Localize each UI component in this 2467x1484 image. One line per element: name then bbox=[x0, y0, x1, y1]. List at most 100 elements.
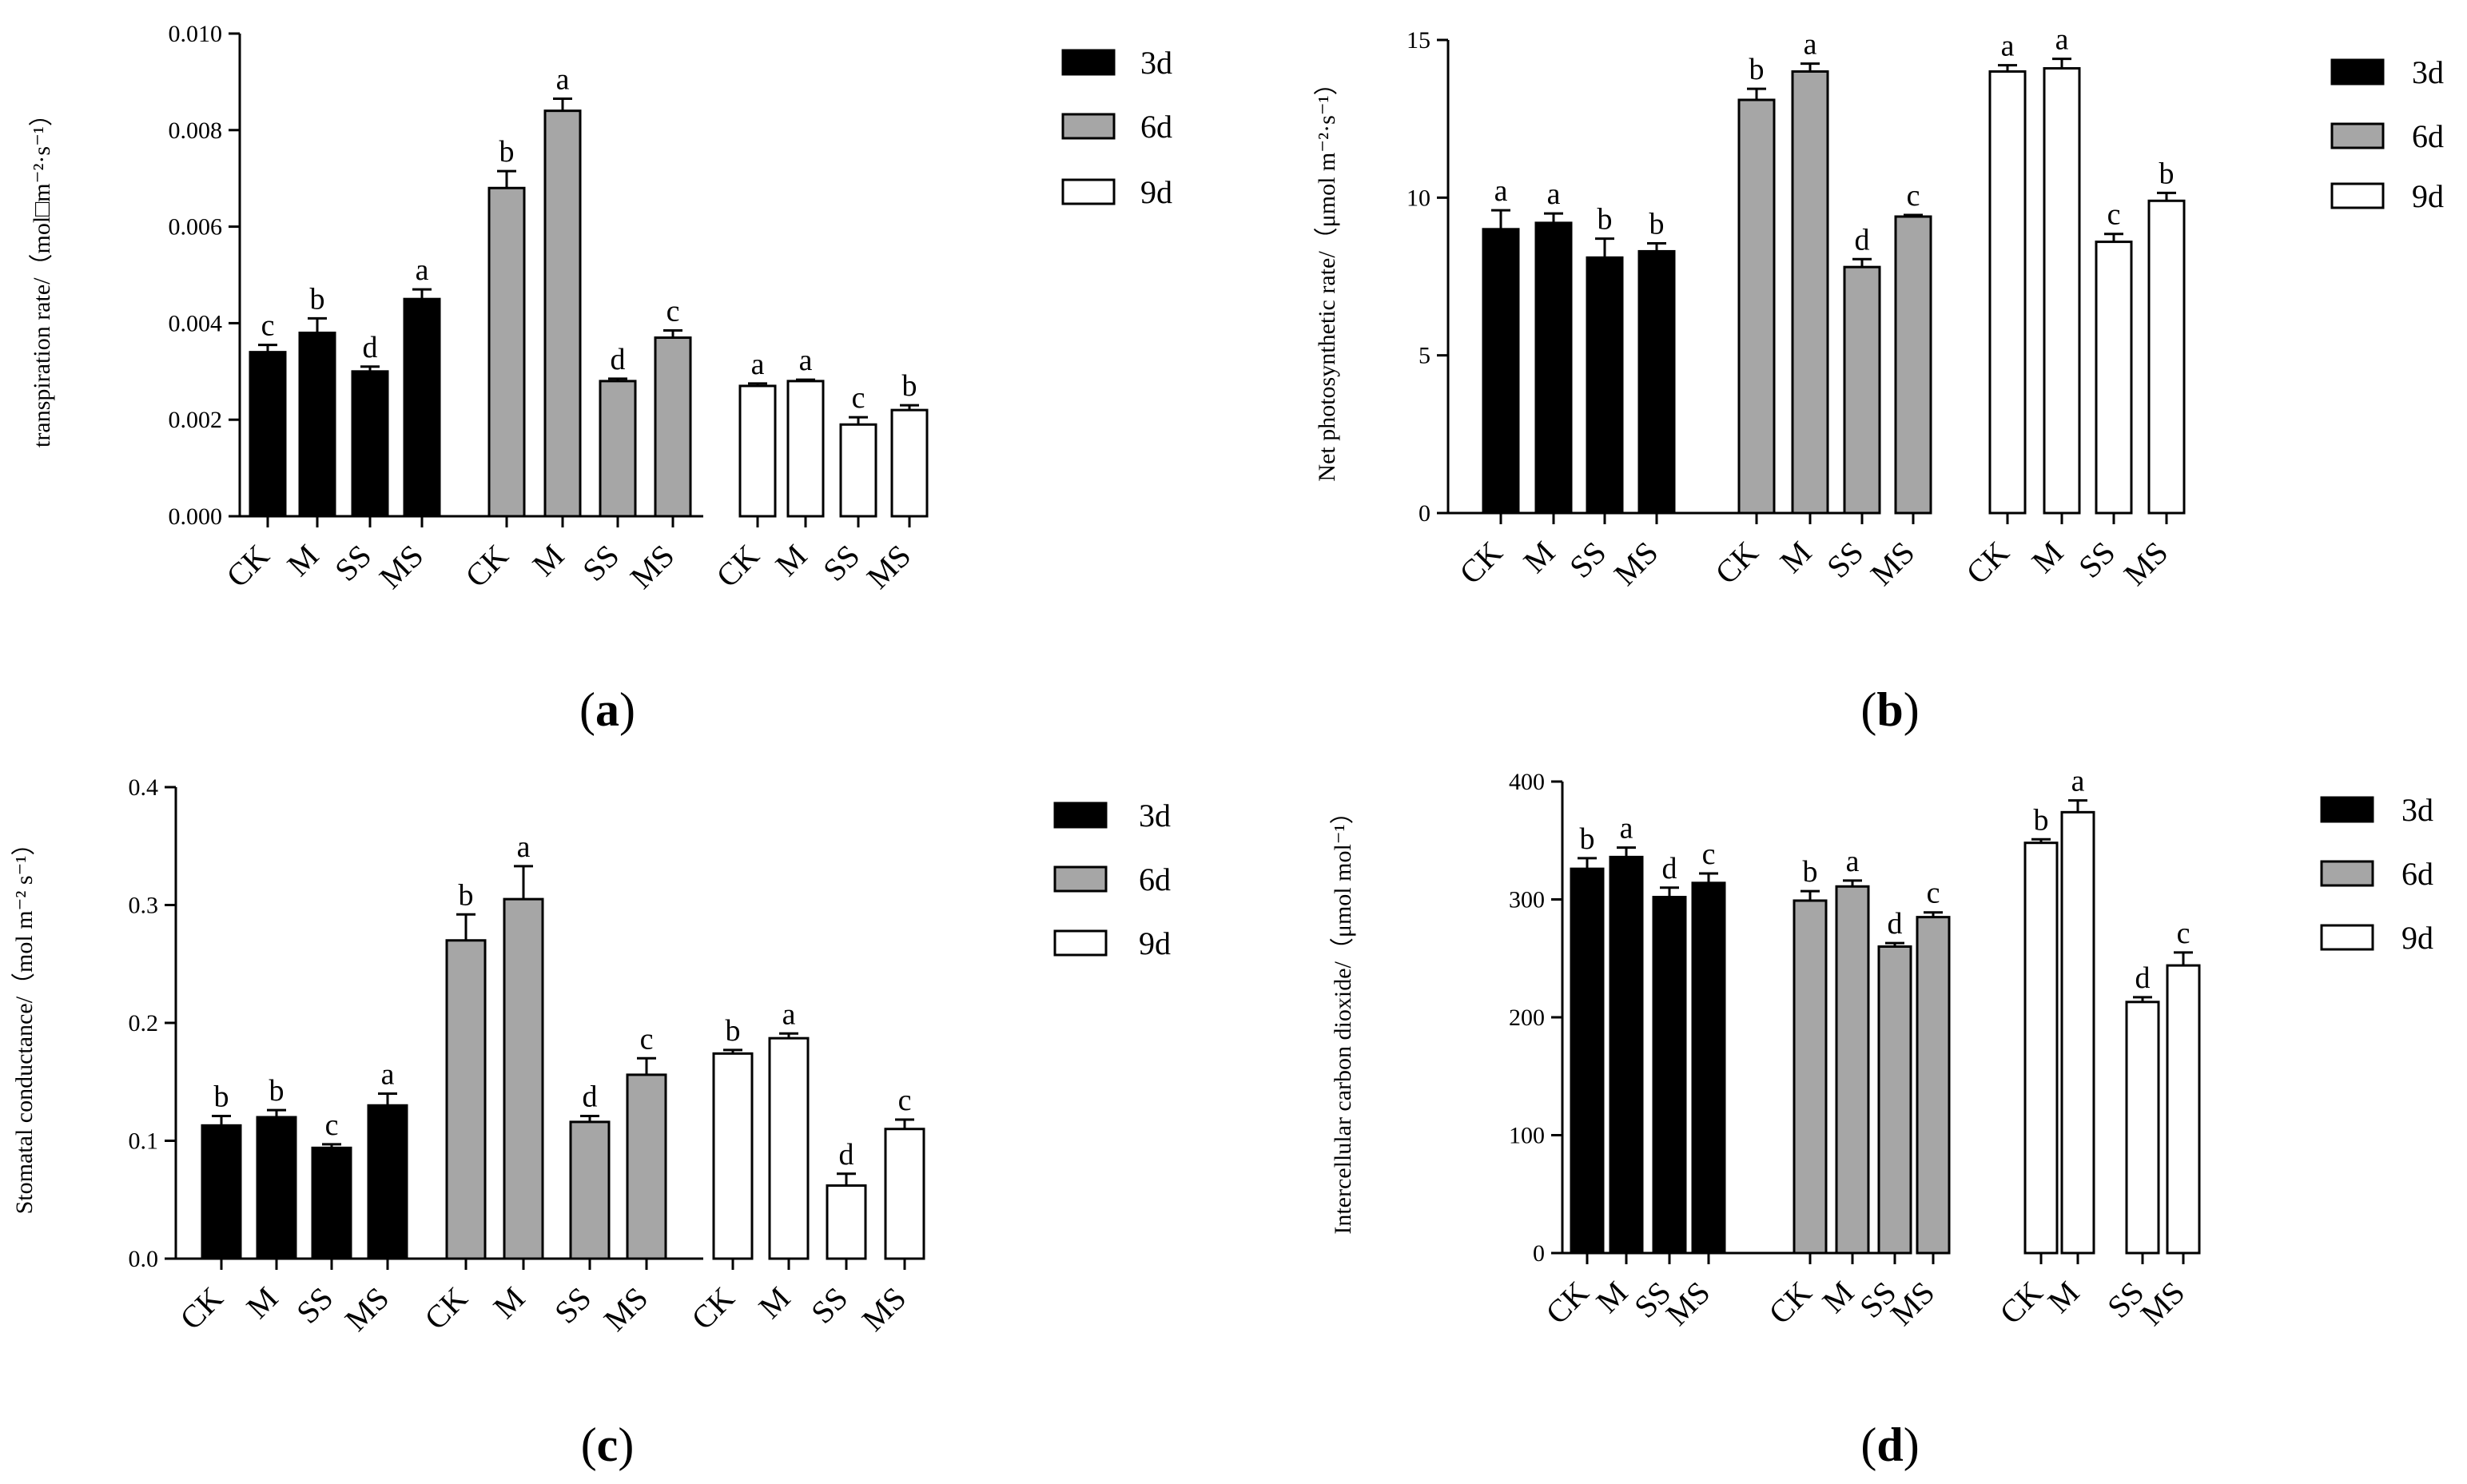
x-category-label: CK bbox=[1452, 534, 1509, 591]
significance-letter: d bbox=[2135, 961, 2151, 995]
x-category-label: SS bbox=[816, 538, 866, 588]
significance-letter: c bbox=[1907, 179, 1920, 213]
x-category-label: MS bbox=[860, 538, 918, 596]
x-category-label: M bbox=[525, 538, 571, 583]
significance-letter: c bbox=[325, 1108, 339, 1142]
significance-letter: c bbox=[2177, 917, 2190, 950]
bar-9d-MS bbox=[2166, 964, 2201, 1255]
bar-3d-M bbox=[1609, 855, 1644, 1255]
x-category-label: CK bbox=[1959, 534, 2015, 591]
legend-label-9d: 9d bbox=[2412, 178, 2444, 214]
x-category-label: M bbox=[1516, 535, 1562, 580]
significance-letter: b bbox=[1598, 203, 1613, 237]
legend-label-9d: 9d bbox=[2401, 920, 2433, 956]
bar-3d-CK bbox=[249, 351, 287, 518]
y-tick-label: 5 bbox=[1419, 343, 1430, 369]
significance-letter: b bbox=[1749, 53, 1765, 86]
significance-letter: c bbox=[666, 294, 680, 328]
y-tick-label: 0.010 bbox=[169, 21, 223, 47]
y-tick-label: 0 bbox=[1419, 500, 1430, 527]
bar-9d-M bbox=[768, 1036, 810, 1260]
x-category-label: M bbox=[280, 538, 325, 583]
bar-3d-M bbox=[1534, 221, 1573, 515]
bar-6d-M bbox=[503, 897, 544, 1260]
y-tick-label: 10 bbox=[1407, 185, 1430, 211]
x-category-label: M bbox=[239, 1280, 285, 1326]
x-category-label: SS bbox=[547, 1280, 598, 1331]
bar-3d-SS bbox=[351, 370, 389, 518]
x-category-label: SS bbox=[804, 1280, 854, 1331]
x-category-label: CK bbox=[709, 537, 766, 594]
significance-letter: a bbox=[517, 830, 531, 864]
chart-panel-a: 0.000 0.002 0.004 0.006 0.008 0.010 transpirat… bbox=[29, 21, 1172, 736]
x-category-label: SS bbox=[575, 538, 626, 588]
significance-letter: a bbox=[381, 1058, 395, 1092]
panel-caption: (c) bbox=[581, 1418, 635, 1471]
y-tick-label: 0.0 bbox=[129, 1246, 159, 1272]
x-category-label: MS bbox=[623, 538, 682, 596]
significance-letter: a bbox=[1846, 845, 1860, 878]
x-category-label: MS bbox=[855, 1280, 913, 1339]
x-category-label: M bbox=[751, 1280, 797, 1326]
y-tick-label: 0.006 bbox=[169, 214, 223, 241]
x-category-label: MS bbox=[372, 538, 431, 596]
bar-6d-MS bbox=[1916, 916, 1951, 1255]
bar-9d-CK bbox=[1988, 70, 2027, 515]
x-category-label: MS bbox=[2117, 535, 2175, 593]
x-category-label: MS bbox=[1607, 535, 1665, 593]
chart-panel-c: 0.0 0.1 0.2 0.3 0.4 Stomatal conductance/（mol… bbox=[11, 774, 1171, 1471]
bar-9d-SS bbox=[826, 1184, 867, 1260]
x-category-label: SS bbox=[1562, 535, 1613, 585]
significance-letter: d bbox=[363, 331, 378, 364]
y-tick-label: 200 bbox=[1509, 1005, 1545, 1031]
bar-6d-M bbox=[543, 109, 582, 518]
x-category-label: M bbox=[2024, 535, 2070, 580]
y-tick-label: 0.008 bbox=[169, 117, 223, 144]
bar-6d-CK bbox=[1793, 899, 1828, 1255]
significance-letter: b bbox=[310, 282, 325, 316]
significance-letter: b bbox=[1580, 822, 1595, 856]
bar-3d-MS bbox=[1691, 881, 1726, 1255]
bar-9d-M bbox=[2060, 810, 2095, 1255]
panel-caption: (d) bbox=[1860, 1418, 1919, 1471]
x-category-label: SS bbox=[1820, 535, 1870, 585]
significance-letter: c bbox=[1927, 877, 1940, 910]
y-axis-title: Net photosynthetic rate/（μmol m⁻²·s⁻¹） bbox=[1314, 71, 1340, 481]
legend-swatch-3d bbox=[1061, 49, 1116, 76]
x-category-label: CK bbox=[1538, 1274, 1595, 1331]
bar-9d-SS bbox=[839, 423, 877, 518]
y-tick-label: 0.000 bbox=[169, 503, 223, 530]
x-category-label: M bbox=[1589, 1275, 1634, 1320]
legend-swatch-9d bbox=[1061, 178, 1116, 205]
legend-label-6d: 6d bbox=[2401, 856, 2433, 892]
legend-label-6d: 6d bbox=[1139, 861, 1171, 897]
significance-letter: d bbox=[1888, 907, 1903, 941]
significance-letter: d bbox=[583, 1080, 598, 1114]
legend-label-3d: 3d bbox=[1140, 45, 1172, 81]
bar-6d-CK bbox=[445, 939, 487, 1260]
y-tick-label: 400 bbox=[1509, 769, 1545, 795]
bar-6d-MS bbox=[626, 1073, 667, 1260]
bar-6d-CK bbox=[1737, 98, 1776, 515]
bar-9d-MS bbox=[2147, 199, 2186, 515]
bar-9d-CK bbox=[712, 1052, 754, 1260]
bar-6d-M bbox=[1791, 70, 1829, 515]
significance-letter: a bbox=[1804, 28, 1817, 62]
legend-swatch-9d bbox=[2330, 182, 2385, 209]
x-category-label: M bbox=[1773, 535, 1818, 580]
significance-letter: d bbox=[1662, 852, 1677, 885]
x-category-label: M bbox=[2040, 1275, 2086, 1320]
y-axis-title: transpiration rate/（mol□m⁻²·s⁻¹） bbox=[29, 102, 55, 448]
x-category-label: CK bbox=[1708, 534, 1765, 591]
x-category-label: CK bbox=[417, 1279, 474, 1336]
y-tick-label: 300 bbox=[1509, 887, 1545, 913]
bar-3d-MS bbox=[403, 297, 441, 518]
legend-swatch-9d bbox=[1053, 929, 1108, 957]
legend-swatch-6d bbox=[2330, 122, 2385, 149]
bar-9d-MS bbox=[884, 1128, 925, 1260]
legend-swatch-9d bbox=[2320, 924, 2374, 951]
significance-letter: a bbox=[2055, 23, 2069, 57]
x-category-label: M bbox=[768, 538, 814, 583]
panel-caption-letter: d bbox=[1876, 1418, 1903, 1471]
y-axis-title: Stomatal conductance/（mol m⁻² s⁻¹） bbox=[11, 832, 38, 1215]
